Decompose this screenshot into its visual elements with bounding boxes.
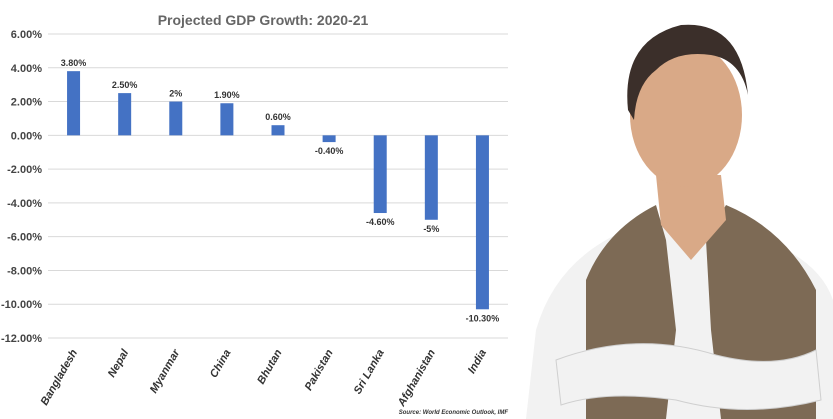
category-label: India bbox=[466, 348, 489, 376]
category-labels: Bangladesh Nepal Myanmar China Bhutan Pakista… bbox=[39, 347, 489, 410]
portrait-illustration bbox=[526, 24, 833, 419]
data-label: -5% bbox=[423, 224, 439, 234]
y-axis-ticks: 6.00% 4.00% 2.00% 0.00% -2.00% -4.00% -6.00% -8… bbox=[1, 29, 42, 345]
category-label: Nepal bbox=[106, 347, 132, 380]
face-shape bbox=[630, 43, 742, 187]
data-label: 0.60% bbox=[265, 112, 291, 122]
bar-india bbox=[475, 135, 489, 310]
category-label: Bhutan bbox=[255, 347, 284, 386]
data-label: 1.90% bbox=[214, 90, 240, 100]
category-label: China bbox=[208, 348, 234, 380]
chart-title: Projected GDP Growth: 2020-21 bbox=[158, 12, 369, 28]
crossed-arms-shape bbox=[555, 343, 822, 410]
category-label: Sri Lanka bbox=[352, 348, 387, 397]
category-label: Bangladesh bbox=[39, 347, 81, 407]
data-label: -4.60% bbox=[366, 217, 395, 227]
y-tick-label: -6.00% bbox=[7, 232, 42, 244]
hair-shape bbox=[627, 24, 748, 120]
bar-bhutan bbox=[271, 125, 285, 136]
y-tick-label: -12.00% bbox=[1, 333, 42, 345]
category-label: Pakistan bbox=[303, 347, 336, 392]
data-label: 3.80% bbox=[61, 58, 87, 68]
bar-nepal bbox=[118, 93, 132, 136]
bar-pakistan bbox=[322, 135, 336, 143]
source-note: Source: World Economic Outlook, IMF bbox=[399, 410, 509, 416]
y-tick-label: -8.00% bbox=[7, 265, 42, 277]
data-label: 2% bbox=[169, 89, 182, 99]
y-tick-label: -2.00% bbox=[7, 164, 42, 176]
portrait-photo bbox=[516, 0, 833, 419]
gdp-bar-chart: Projected GDP Growth: 2020-21 6.00% 4.00%… bbox=[1, 12, 509, 416]
y-tick-label: -10.00% bbox=[1, 299, 42, 311]
bar-sri-lanka bbox=[373, 135, 387, 214]
data-label: -0.40% bbox=[315, 146, 344, 156]
y-tick-label: 4.00% bbox=[11, 63, 42, 75]
bar-bangladesh bbox=[67, 71, 81, 136]
bar-afghanistan bbox=[424, 135, 438, 220]
bars bbox=[67, 71, 489, 310]
bar-china bbox=[220, 103, 234, 136]
y-tick-label: 6.00% bbox=[11, 29, 42, 41]
gdp-chart-panel: Projected GDP Growth: 2020-21 6.00% 4.00%… bbox=[1, 12, 509, 416]
data-label: 2.50% bbox=[112, 80, 138, 90]
data-label: -10.30% bbox=[466, 313, 500, 323]
y-tick-label: 2.00% bbox=[11, 97, 42, 109]
neck-shape bbox=[656, 175, 726, 260]
category-label: Afghanistan bbox=[395, 347, 438, 409]
y-tick-label: 0.00% bbox=[11, 130, 42, 142]
category-label: Myanmar bbox=[148, 347, 183, 395]
bar-myanmar bbox=[169, 101, 183, 136]
y-tick-label: -4.00% bbox=[7, 198, 42, 210]
data-labels: 3.80% 2.50% 2% 1.90% 0.60% -0.40% -4.60% -5% -10… bbox=[61, 58, 499, 323]
